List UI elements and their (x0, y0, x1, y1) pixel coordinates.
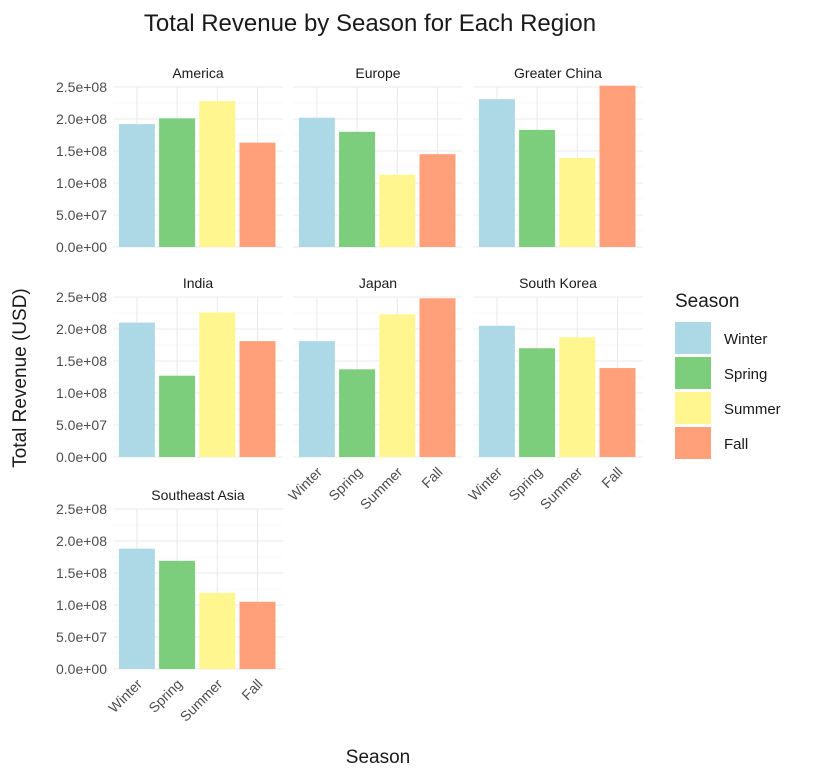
y-tick-label: 5.0e+07 (56, 207, 107, 223)
facet-label: South Korea (519, 275, 597, 291)
legend-item-spring: Spring (675, 357, 767, 389)
legend-item-winter: Winter (675, 322, 767, 354)
bar-south-korea-spring (519, 348, 556, 457)
x-tick-label: Winter (285, 464, 325, 504)
bar-japan-fall (419, 298, 456, 457)
bar-southeast-asia-fall (239, 601, 276, 669)
x-tick-label: Summer (177, 676, 226, 725)
bar-japan-summer (379, 314, 416, 457)
legend-item-fall: Fall (675, 427, 748, 459)
facet-america: America 0.0e+00 5.0e+07 1.0e+08 1.5e+08 2.0e+… (56, 65, 283, 255)
legend-label: Summer (724, 401, 781, 418)
y-tick-label: 2.0e+08 (56, 533, 107, 549)
bar-europe-winter (298, 117, 335, 247)
x-tick-label: Summer (357, 464, 406, 513)
y-tick-label: 1.5e+08 (56, 353, 107, 369)
x-tick-label: Winter (105, 676, 145, 716)
legend-label: Winter (724, 331, 767, 348)
bar-europe-fall (419, 154, 456, 247)
bar-america-summer (199, 101, 236, 247)
legend-swatch (675, 392, 711, 424)
bar-europe-spring (339, 131, 376, 247)
legend-label: Fall (724, 436, 748, 453)
facet-label: Southeast Asia (151, 487, 245, 503)
y-tick-label: 1.0e+08 (56, 175, 107, 191)
facet-europe: Europe (293, 65, 463, 248)
bar-india-winter (118, 322, 155, 457)
y-tick-label: 2.5e+08 (56, 289, 107, 305)
bar-south-korea-summer (559, 337, 596, 457)
y-tick-label: 5.0e+07 (56, 417, 107, 433)
legend-swatch (675, 427, 711, 459)
bar-greater-china-fall (599, 85, 636, 247)
y-tick-label: 2.5e+08 (56, 501, 107, 517)
y-tick-label: 0.0e+00 (56, 661, 107, 677)
x-axis-title: Season (346, 747, 410, 768)
legend-title: Season (675, 291, 739, 312)
y-tick-label: 2.5e+08 (56, 79, 107, 95)
facet-label: Japan (359, 275, 397, 291)
y-tick-label: 2.0e+08 (56, 111, 107, 127)
legend-item-summer: Summer (675, 392, 781, 424)
y-tick-label: 5.0e+07 (56, 629, 107, 645)
y-tick-label: 0.0e+00 (56, 239, 107, 255)
bar-europe-summer (379, 174, 416, 247)
bar-greater-china-summer (559, 158, 596, 247)
bar-southeast-asia-summer (199, 592, 236, 669)
legend: Season Winter Spring Summer Fall (675, 291, 781, 459)
y-tick-label: 1.0e+08 (56, 385, 107, 401)
facet-panels: America 0.0e+00 5.0e+07 1.0e+08 1.5e+08 2.0e+… (56, 65, 643, 725)
facet-southeast-asia: Southeast Asia 0.0e+00 5.0e+07 1.0e+08 1.5e+… (56, 487, 283, 725)
x-tick-label: Fall (598, 464, 625, 491)
x-tick-label: Summer (537, 464, 586, 513)
bar-america-fall (239, 142, 276, 247)
bar-southeast-asia-spring (159, 560, 196, 669)
facet-label: America (172, 65, 224, 81)
y-tick-label: 1.5e+08 (56, 565, 107, 581)
bar-india-fall (239, 341, 276, 457)
facet-greater-china: Greater China (473, 65, 643, 248)
legend-label: Spring (724, 366, 767, 383)
bar-greater-china-spring (519, 129, 556, 247)
bar-southeast-asia-winter (118, 548, 155, 669)
x-tick-label: Winter (465, 464, 505, 504)
x-tick-label: Fall (418, 464, 445, 491)
chart-title: Total Revenue by Season for Each Region (144, 10, 596, 37)
bar-greater-china-winter (478, 99, 515, 247)
bar-south-korea-winter (478, 325, 515, 457)
facet-label: India (183, 275, 214, 291)
facet-label: Greater China (514, 65, 602, 81)
bar-japan-spring (339, 369, 376, 457)
bar-america-winter (118, 124, 155, 247)
x-tick-label: Fall (238, 676, 265, 703)
facet-label: Europe (355, 65, 400, 81)
legend-swatch (675, 357, 711, 389)
bar-india-summer (199, 312, 236, 457)
y-tick-label: 2.0e+08 (56, 321, 107, 337)
y-tick-label: 1.0e+08 (56, 597, 107, 613)
y-axis-title: Total Revenue (USD) (10, 288, 31, 468)
legend-swatch (675, 322, 711, 354)
y-tick-label: 0.0e+00 (56, 449, 107, 465)
bar-south-korea-fall (599, 368, 636, 457)
bar-japan-winter (298, 341, 335, 457)
bar-india-spring (159, 375, 196, 457)
y-tick-label: 1.5e+08 (56, 143, 107, 159)
facet-india: India 0.0e+00 5.0e+07 1.0e+08 1.5e+08 2.0e+08… (56, 275, 283, 465)
bar-america-spring (159, 118, 196, 247)
